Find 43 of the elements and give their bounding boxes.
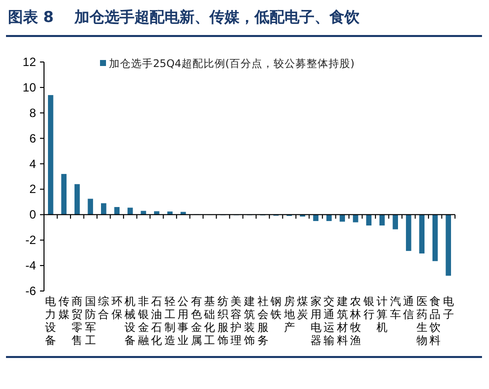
x-tick-label: 环保 bbox=[111, 295, 122, 321]
x-tick-label: 计算机 bbox=[376, 295, 388, 334]
x-tick-label: 纺织服饰 bbox=[216, 295, 228, 347]
x-tick-label: 轻工制造 bbox=[164, 295, 176, 347]
y-tick-label: 10 bbox=[22, 80, 36, 94]
x-tick-label: 房地产 bbox=[282, 295, 295, 334]
x-tick-label: 农林牧渔 bbox=[349, 295, 362, 347]
x-tick-label: 社会服务 bbox=[257, 295, 268, 347]
x-tick-label: 食品饮料 bbox=[428, 295, 441, 347]
y-tick-label: 8 bbox=[29, 106, 36, 120]
x-tick-label: 机械设备 bbox=[124, 295, 136, 347]
y-tick-label: 12 bbox=[22, 55, 36, 69]
x-tick-label: 电子 bbox=[442, 295, 454, 321]
x-tick-label: 基础化工 bbox=[203, 295, 216, 347]
x-tick-label: 交通运输 bbox=[324, 295, 335, 347]
y-tick-label: 0 bbox=[29, 208, 36, 222]
y-tick-label: -6 bbox=[25, 284, 36, 298]
x-tick-label: 非银金融 bbox=[136, 295, 149, 347]
x-tick-label: 电力设备 bbox=[45, 295, 56, 347]
y-tick-label: 6 bbox=[29, 131, 36, 146]
x-tick-label: 传媒 bbox=[58, 295, 70, 321]
x-tick-label: 钢铁 bbox=[270, 295, 282, 321]
x-tick-label: 银行 bbox=[362, 295, 374, 321]
x-tick-label: 石油石化 bbox=[151, 295, 162, 347]
x-tick-label: 商贸零售 bbox=[72, 295, 83, 347]
y-tick-label: -4 bbox=[25, 258, 36, 273]
y-tick-label: 2 bbox=[29, 182, 36, 196]
x-tick-label: 综合 bbox=[98, 295, 110, 321]
y-tick-label: -2 bbox=[25, 233, 36, 248]
y-tick-label: 4 bbox=[29, 156, 36, 171]
x-tick-label: 医药生物 bbox=[416, 295, 428, 347]
x-tick-label: 家用电器 bbox=[310, 295, 322, 347]
x-tick-label: 美容护理 bbox=[230, 295, 242, 347]
chart-title: 图表 8 加仓选手超配电新、传媒，低配电子、食饮 bbox=[8, 8, 361, 26]
x-tick-label: 有色金属 bbox=[190, 295, 202, 347]
x-tick-label: 公用事业 bbox=[178, 295, 189, 347]
x-tick-label: 建筑材料 bbox=[336, 295, 348, 347]
x-tick-label: 煤炭 bbox=[297, 295, 308, 321]
legend-label: 加仓选手25Q4超配比例(百分点，较公募整体持股) bbox=[109, 57, 354, 70]
x-tick-label: 国防军工 bbox=[84, 295, 96, 347]
x-tick-label: 建筑装饰 bbox=[243, 295, 255, 347]
x-tick-label: 汽车 bbox=[390, 295, 401, 321]
x-tick-label: 通信 bbox=[403, 295, 414, 321]
